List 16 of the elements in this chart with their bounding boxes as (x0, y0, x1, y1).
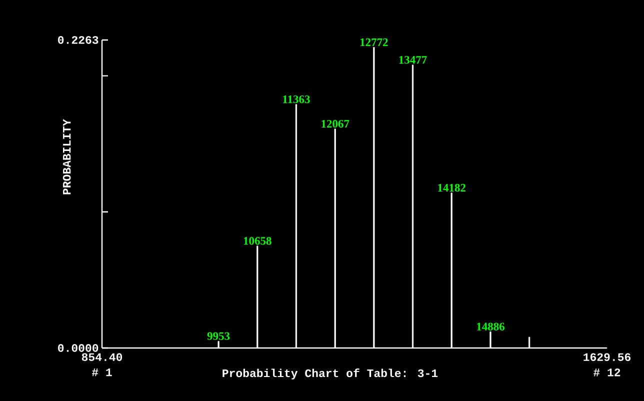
annotation: 10658 (244, 236, 272, 245)
annotation: 12772 (360, 38, 388, 46)
text: # 12 (594, 368, 620, 376)
annotation: 13477 (399, 56, 427, 64)
text: # 1 (92, 368, 112, 376)
y-tick-label: 0.2263 (58, 36, 98, 44)
x-tick-label: 854.40 (82, 353, 122, 361)
annotation: 9953 (207, 332, 230, 340)
annotation: 11363 (283, 95, 310, 104)
y-axis-title: PROBABILITY (62, 119, 71, 194)
annotation: 12067 (322, 120, 350, 128)
annotation: 14886 (477, 322, 505, 330)
y-tick-label: 0.0000 (58, 344, 98, 352)
text: Probability Chart of Table: 3-1 (222, 368, 438, 380)
annotation: 14182 (438, 184, 466, 192)
x-tick-label: 1629.56 (584, 353, 631, 361)
